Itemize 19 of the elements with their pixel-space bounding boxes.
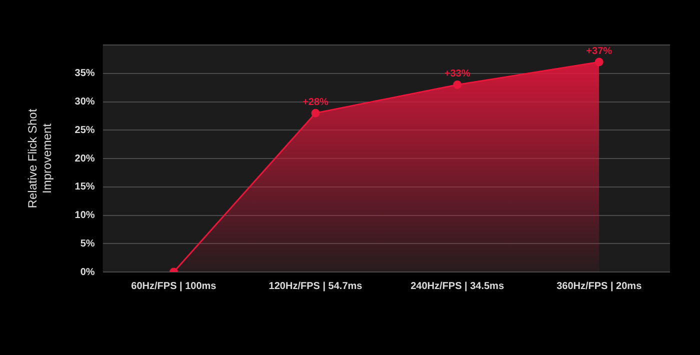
x-tick-label: 60Hz/FPS | 100ms	[131, 280, 217, 292]
y-tick-label: 10%	[74, 210, 95, 221]
data-label: +37%	[586, 46, 612, 57]
point	[453, 80, 462, 89]
data-label: +28%	[302, 96, 329, 108]
point	[594, 58, 604, 66]
y-tick-label: 5%	[80, 238, 95, 250]
point	[311, 108, 320, 118]
data-label: +33%	[444, 68, 470, 80]
y-tick-label: 25%	[74, 124, 95, 136]
y-tick-label: 0%	[80, 266, 95, 278]
x-tick-label: 240Hz/FPS | 34.5ms	[410, 280, 504, 292]
x-tick-label: 360Hz/FPS | 20ms	[556, 280, 642, 292]
y-tick-label: 15%	[74, 182, 95, 193]
y-tick-label: 30%	[74, 96, 95, 108]
y-axis-title: Relative Flick Shot Improvement	[26, 108, 54, 208]
y-tick-label: 35%	[74, 68, 95, 80]
y-tick-label: 20%	[74, 153, 95, 164]
x-tick-label: 120Hz/FPS | 54.7ms	[268, 280, 363, 292]
